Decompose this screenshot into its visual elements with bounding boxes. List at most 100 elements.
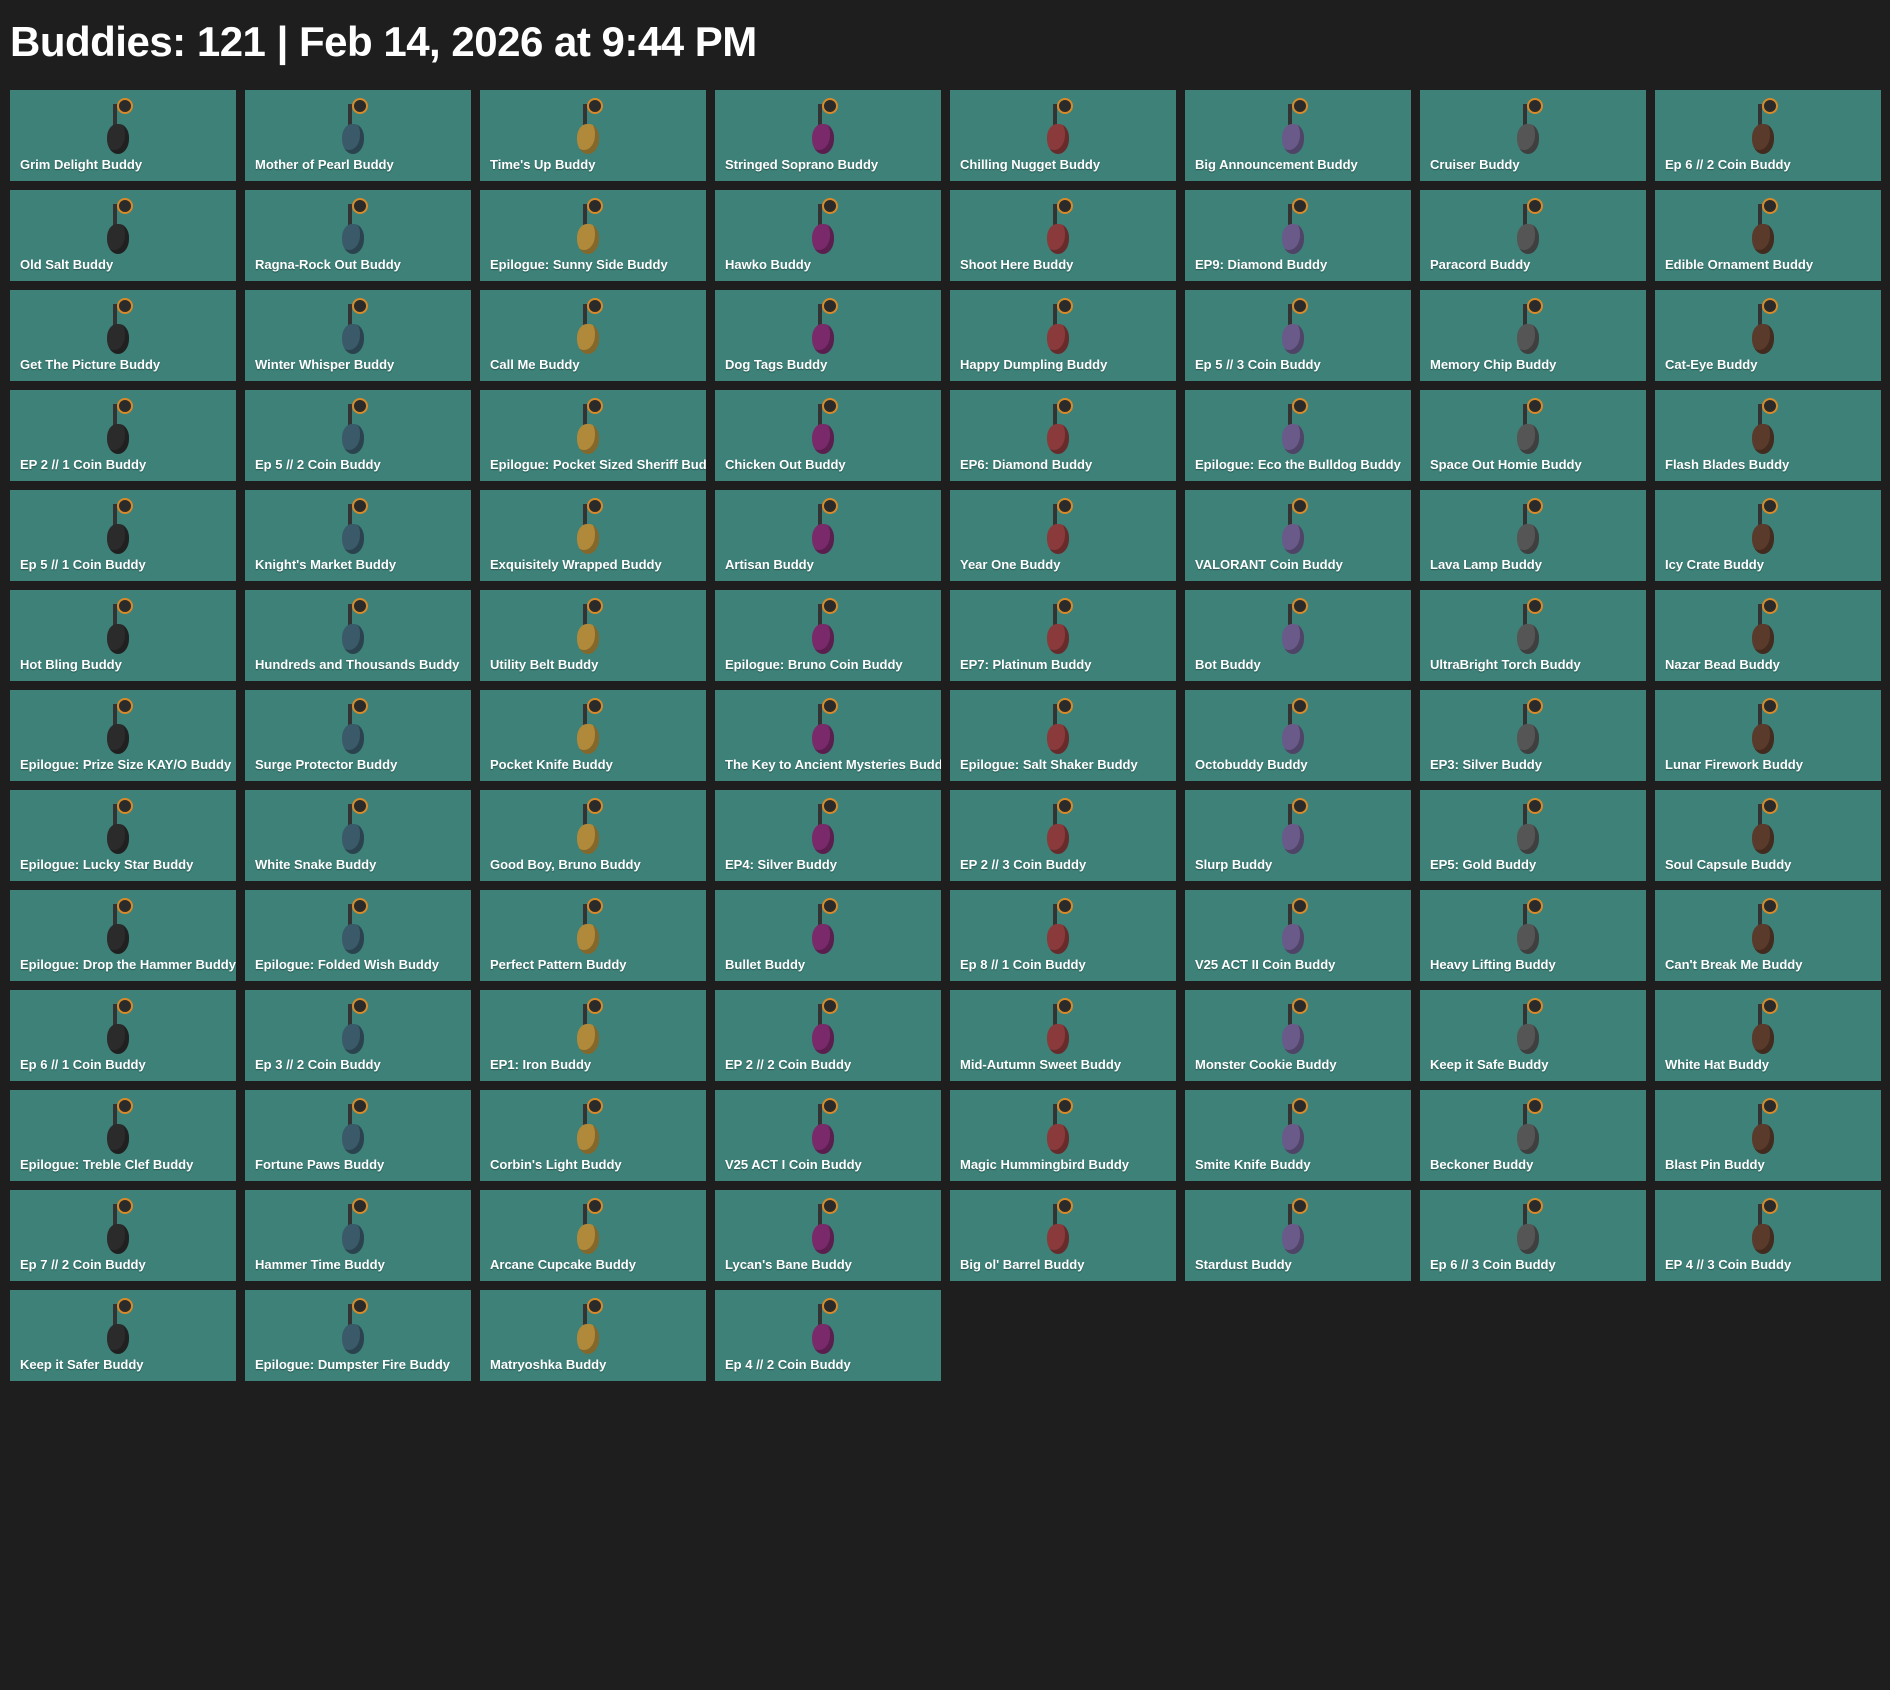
buddy-tile[interactable]: Epilogue: Salt Shaker Buddy xyxy=(950,690,1176,781)
buddy-tile[interactable]: Old Salt Buddy xyxy=(10,190,236,281)
buddy-tile[interactable]: Ep 5 // 2 Coin Buddy xyxy=(245,390,471,481)
buddy-tile[interactable]: The Key to Ancient Mysteries Buddy xyxy=(715,690,941,781)
buddy-tile[interactable]: Pocket Knife Buddy xyxy=(480,690,706,781)
buddy-tile[interactable]: Magic Hummingbird Buddy xyxy=(950,1090,1176,1181)
buddy-tile[interactable]: Matryoshka Buddy xyxy=(480,1290,706,1381)
buddy-tile[interactable]: Beckoner Buddy xyxy=(1420,1090,1646,1181)
buddy-tile[interactable]: EP1: Iron Buddy xyxy=(480,990,706,1081)
buddy-tile[interactable]: Corbin's Light Buddy xyxy=(480,1090,706,1181)
buddy-tile[interactable]: Hot Bling Buddy xyxy=(10,590,236,681)
buddy-tile[interactable]: Soul Capsule Buddy xyxy=(1655,790,1881,881)
buddy-tile[interactable]: EP 2 // 2 Coin Buddy xyxy=(715,990,941,1081)
buddy-tile[interactable]: Time's Up Buddy xyxy=(480,90,706,181)
buddy-tile[interactable]: Heavy Lifting Buddy xyxy=(1420,890,1646,981)
buddy-tile[interactable]: Epilogue: Lucky Star Buddy xyxy=(10,790,236,881)
buddy-tile[interactable]: Cat-Eye Buddy xyxy=(1655,290,1881,381)
buddy-tile[interactable]: Ep 3 // 2 Coin Buddy xyxy=(245,990,471,1081)
buddy-tile[interactable]: Ep 6 // 3 Coin Buddy xyxy=(1420,1190,1646,1281)
buddy-tile[interactable]: Happy Dumpling Buddy xyxy=(950,290,1176,381)
buddy-tile[interactable]: Icy Crate Buddy xyxy=(1655,490,1881,581)
buddy-tile[interactable]: Perfect Pattern Buddy xyxy=(480,890,706,981)
buddy-tile[interactable]: Fortune Paws Buddy xyxy=(245,1090,471,1181)
buddy-tile[interactable]: Arcane Cupcake Buddy xyxy=(480,1190,706,1281)
buddy-tile[interactable]: Artisan Buddy xyxy=(715,490,941,581)
buddy-tile[interactable]: V25 ACT II Coin Buddy xyxy=(1185,890,1411,981)
buddy-tile[interactable]: Monster Cookie Buddy xyxy=(1185,990,1411,1081)
buddy-tile[interactable]: Knight's Market Buddy xyxy=(245,490,471,581)
buddy-tile[interactable]: V25 ACT I Coin Buddy xyxy=(715,1090,941,1181)
buddy-tile[interactable]: Epilogue: Eco the Bulldog Buddy xyxy=(1185,390,1411,481)
buddy-tile[interactable]: Ep 8 // 1 Coin Buddy xyxy=(950,890,1176,981)
buddy-tile[interactable]: Ragna-Rock Out Buddy xyxy=(245,190,471,281)
buddy-tile[interactable]: Get The Picture Buddy xyxy=(10,290,236,381)
buddy-tile[interactable]: Epilogue: Dumpster Fire Buddy xyxy=(245,1290,471,1381)
buddy-tile[interactable]: Bullet Buddy xyxy=(715,890,941,981)
buddy-tile[interactable]: Smite Knife Buddy xyxy=(1185,1090,1411,1181)
buddy-tile[interactable]: Epilogue: Pocket Sized Sheriff Buddy xyxy=(480,390,706,481)
buddy-tile[interactable]: EP3: Silver Buddy xyxy=(1420,690,1646,781)
buddy-tile[interactable]: Mother of Pearl Buddy xyxy=(245,90,471,181)
buddy-tile[interactable]: Ep 7 // 2 Coin Buddy xyxy=(10,1190,236,1281)
buddy-tile[interactable]: Bot Buddy xyxy=(1185,590,1411,681)
buddy-tile[interactable]: Lunar Firework Buddy xyxy=(1655,690,1881,781)
buddy-tile[interactable]: Big Announcement Buddy xyxy=(1185,90,1411,181)
buddy-tile[interactable]: Cruiser Buddy xyxy=(1420,90,1646,181)
buddy-tile[interactable]: Ep 5 // 3 Coin Buddy xyxy=(1185,290,1411,381)
buddy-tile[interactable]: White Snake Buddy xyxy=(245,790,471,881)
buddy-tile[interactable]: Can't Break Me Buddy xyxy=(1655,890,1881,981)
buddy-tile[interactable]: Slurp Buddy xyxy=(1185,790,1411,881)
buddy-tile[interactable]: Paracord Buddy xyxy=(1420,190,1646,281)
buddy-tile[interactable]: Year One Buddy xyxy=(950,490,1176,581)
buddy-tile[interactable]: Good Boy, Bruno Buddy xyxy=(480,790,706,881)
buddy-tile[interactable]: Octobuddy Buddy xyxy=(1185,690,1411,781)
buddy-tile[interactable]: Stardust Buddy xyxy=(1185,1190,1411,1281)
buddy-tile[interactable]: Epilogue: Folded Wish Buddy xyxy=(245,890,471,981)
buddy-tile[interactable]: Utility Belt Buddy xyxy=(480,590,706,681)
buddy-tile[interactable]: Mid-Autumn Sweet Buddy xyxy=(950,990,1176,1081)
buddy-tile[interactable]: Epilogue: Bruno Coin Buddy xyxy=(715,590,941,681)
buddy-tile[interactable]: EP6: Diamond Buddy xyxy=(950,390,1176,481)
buddy-tile[interactable]: Space Out Homie Buddy xyxy=(1420,390,1646,481)
buddy-tile[interactable]: VALORANT Coin Buddy xyxy=(1185,490,1411,581)
buddy-tile[interactable]: Big ol' Barrel Buddy xyxy=(950,1190,1176,1281)
buddy-tile[interactable]: EP7: Platinum Buddy xyxy=(950,590,1176,681)
buddy-tile[interactable]: Exquisitely Wrapped Buddy xyxy=(480,490,706,581)
buddy-tile[interactable]: Lycan's Bane Buddy xyxy=(715,1190,941,1281)
buddy-tile[interactable]: Ep 6 // 2 Coin Buddy xyxy=(1655,90,1881,181)
buddy-tile[interactable]: Chilling Nugget Buddy xyxy=(950,90,1176,181)
buddy-tile[interactable]: Keep it Safer Buddy xyxy=(10,1290,236,1381)
buddy-tile[interactable]: Dog Tags Buddy xyxy=(715,290,941,381)
buddy-tile[interactable]: Epilogue: Sunny Side Buddy xyxy=(480,190,706,281)
buddy-tile[interactable]: Epilogue: Drop the Hammer Buddy xyxy=(10,890,236,981)
buddy-tile[interactable]: Grim Delight Buddy xyxy=(10,90,236,181)
buddy-tile[interactable]: Call Me Buddy xyxy=(480,290,706,381)
buddy-tile[interactable]: Keep it Safe Buddy xyxy=(1420,990,1646,1081)
buddy-tile[interactable]: EP 2 // 1 Coin Buddy xyxy=(10,390,236,481)
buddy-tile[interactable]: EP4: Silver Buddy xyxy=(715,790,941,881)
buddy-tile[interactable]: Hawko Buddy xyxy=(715,190,941,281)
buddy-tile[interactable]: UltraBright Torch Buddy xyxy=(1420,590,1646,681)
buddy-tile[interactable]: Winter Whisper Buddy xyxy=(245,290,471,381)
buddy-tile[interactable]: Ep 6 // 1 Coin Buddy xyxy=(10,990,236,1081)
buddy-tile[interactable]: Epilogue: Treble Clef Buddy xyxy=(10,1090,236,1181)
buddy-tile[interactable]: Edible Ornament Buddy xyxy=(1655,190,1881,281)
buddy-tile[interactable]: Nazar Bead Buddy xyxy=(1655,590,1881,681)
buddy-tile[interactable]: Ep 4 // 2 Coin Buddy xyxy=(715,1290,941,1381)
buddy-tile[interactable]: Stringed Soprano Buddy xyxy=(715,90,941,181)
buddy-tile[interactable]: Epilogue: Prize Size KAY/O Buddy xyxy=(10,690,236,781)
buddy-tile[interactable]: Hundreds and Thousands Buddy xyxy=(245,590,471,681)
buddy-tile[interactable]: Surge Protector Buddy xyxy=(245,690,471,781)
buddy-tile[interactable]: EP 4 // 3 Coin Buddy xyxy=(1655,1190,1881,1281)
buddy-tile[interactable]: White Hat Buddy xyxy=(1655,990,1881,1081)
buddy-tile[interactable]: Flash Blades Buddy xyxy=(1655,390,1881,481)
buddy-tile[interactable]: Blast Pin Buddy xyxy=(1655,1090,1881,1181)
buddy-tile[interactable]: EP5: Gold Buddy xyxy=(1420,790,1646,881)
buddy-tile[interactable]: Hammer Time Buddy xyxy=(245,1190,471,1281)
buddy-tile[interactable]: Chicken Out Buddy xyxy=(715,390,941,481)
buddy-tile[interactable]: Ep 5 // 1 Coin Buddy xyxy=(10,490,236,581)
buddy-tile[interactable]: EP9: Diamond Buddy xyxy=(1185,190,1411,281)
buddy-tile[interactable]: Shoot Here Buddy xyxy=(950,190,1176,281)
buddy-tile[interactable]: Memory Chip Buddy xyxy=(1420,290,1646,381)
buddy-tile[interactable]: Lava Lamp Buddy xyxy=(1420,490,1646,581)
buddy-tile[interactable]: EP 2 // 3 Coin Buddy xyxy=(950,790,1176,881)
